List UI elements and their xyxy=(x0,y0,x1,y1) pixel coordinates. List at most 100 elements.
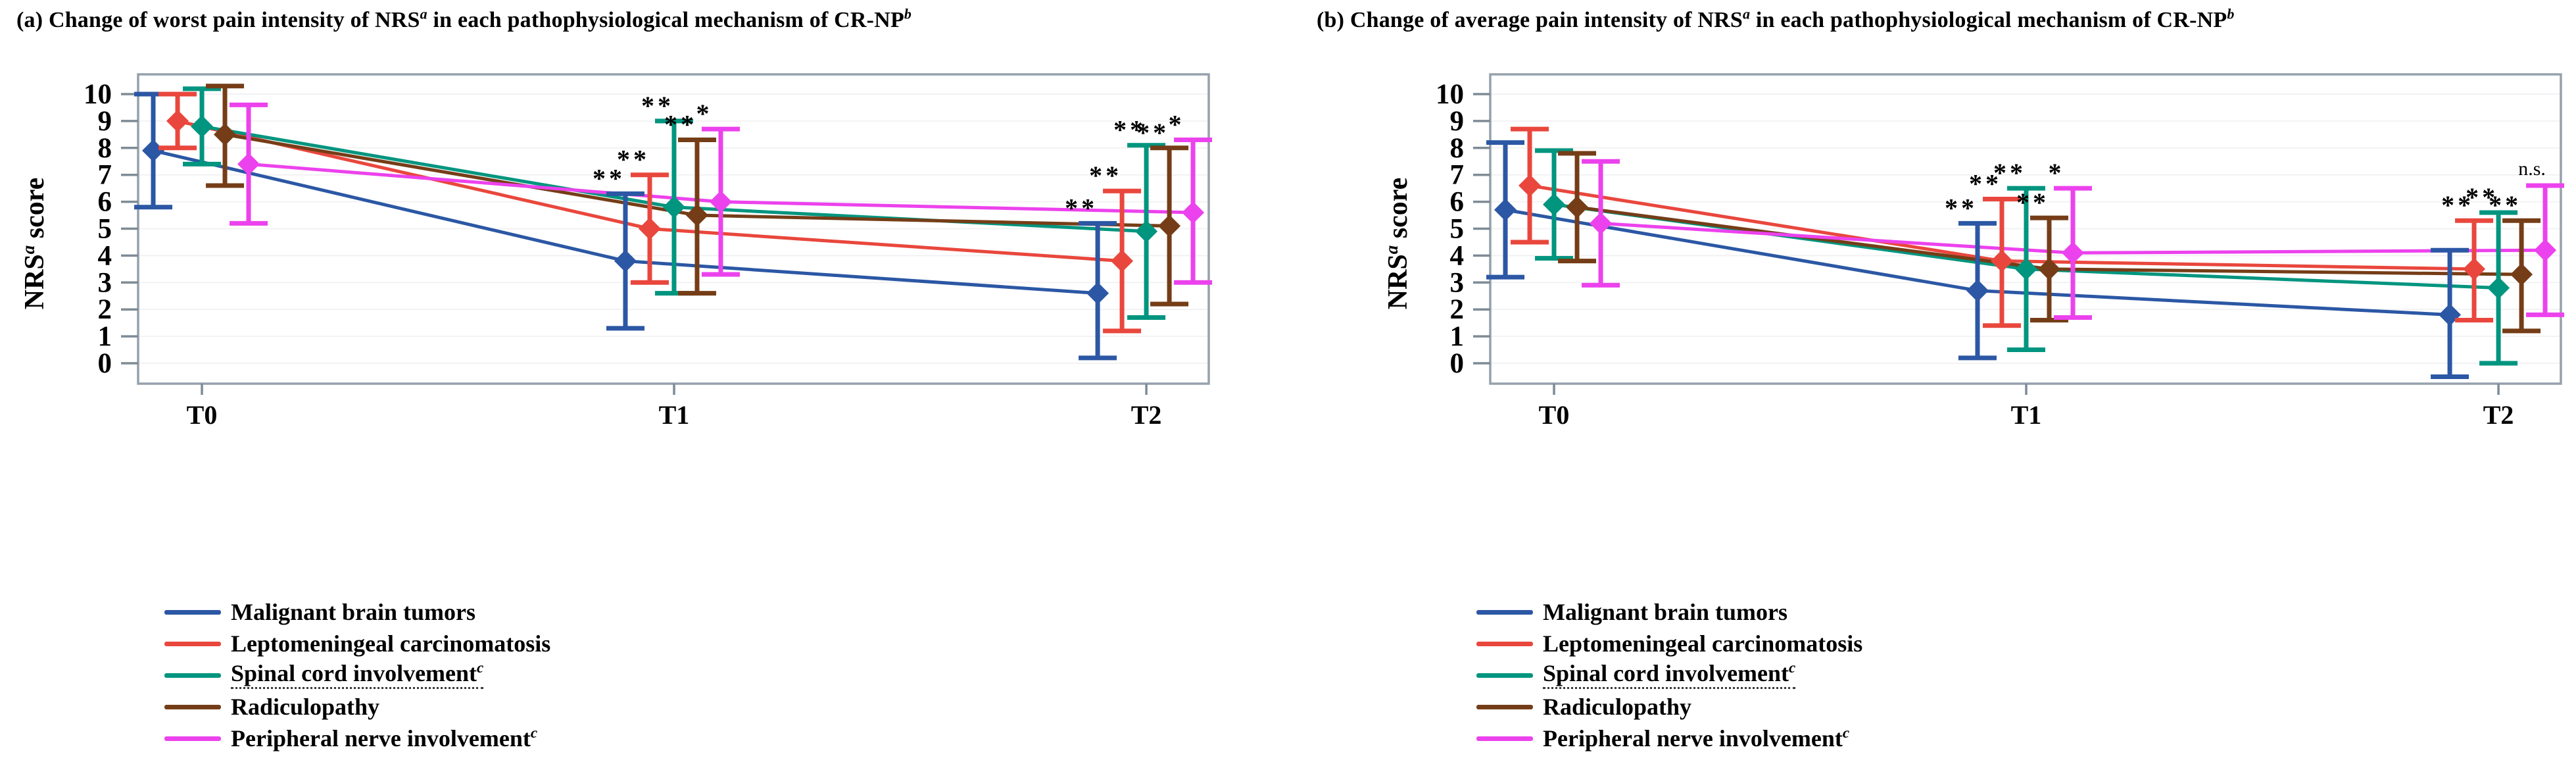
panel-b-title-sup-a: a xyxy=(1743,5,1751,22)
legend-item-label: Peripheral nerve involvementc xyxy=(1543,725,1850,752)
x-tick-label: T2 xyxy=(1131,400,1162,430)
significance-label: ** xyxy=(641,91,674,120)
y-tick-label: 6 xyxy=(98,187,112,218)
y-tick-label: 8 xyxy=(98,133,112,164)
y-tick-label: 1 xyxy=(1450,321,1465,352)
panel-b-title: (b) Change of average pain intensity of … xyxy=(1317,5,2235,33)
y-tick-label: 7 xyxy=(1450,160,1465,191)
legend-item-label: Leptomeningeal carcinomatosis xyxy=(1543,630,1863,657)
significance-label: ** xyxy=(1089,161,1122,190)
data-point-marker xyxy=(2510,263,2533,286)
data-point-marker xyxy=(1086,282,1109,305)
y-tick-label: 0 xyxy=(98,348,112,379)
significance-label: * xyxy=(2048,158,2064,188)
legend-item: Malignant brain tumors xyxy=(1476,596,1862,628)
data-point-marker xyxy=(1566,195,1589,218)
significance-label: ** xyxy=(1993,158,2026,188)
y-axis-title: NRSa score xyxy=(1382,178,1413,310)
legend-color-line xyxy=(1476,641,1533,646)
legend-item-label: Leptomeningeal carcinomatosis xyxy=(231,630,551,657)
data-point-marker xyxy=(2014,257,2037,280)
y-tick-label: 9 xyxy=(1450,106,1465,137)
legend-item-label: Peripheral nerve involvementc xyxy=(231,725,538,752)
legend-item-label: Malignant brain tumors xyxy=(231,599,476,625)
x-tick-label: T0 xyxy=(187,400,218,430)
legend-item: Leptomeningeal carcinomatosis xyxy=(1476,628,1862,659)
legend-item: Spinal cord involvementc xyxy=(1476,659,1862,691)
significance-label: ** xyxy=(664,110,697,140)
legend-item: Radiculopathy xyxy=(1476,691,1862,723)
legend-item: Leptomeningeal carcinomatosis xyxy=(164,628,550,659)
significance-label: ** xyxy=(593,163,625,193)
significance-label: ** xyxy=(1113,115,1146,145)
data-point-marker xyxy=(1158,215,1181,238)
legend-item-label: Radiculopathy xyxy=(1543,694,1692,720)
significance-label: ** xyxy=(1136,118,1169,147)
y-tick-label: 3 xyxy=(98,267,112,298)
y-tick-label: 9 xyxy=(98,106,112,137)
data-point-marker xyxy=(2439,303,2462,326)
y-tick-label: 2 xyxy=(98,294,112,325)
legend-color-line xyxy=(164,673,221,678)
significance-label: ** xyxy=(2441,190,2474,220)
y-tick-label: 4 xyxy=(1450,240,1465,271)
significance-label: * xyxy=(1169,110,1185,140)
legend-item: Peripheral nerve involvementc xyxy=(164,723,550,754)
data-point-marker xyxy=(1135,220,1158,243)
data-point-marker xyxy=(1543,193,1566,216)
y-tick-label: 6 xyxy=(1450,187,1465,218)
y-tick-label: 2 xyxy=(1450,294,1465,325)
legend-panel-a: Malignant brain tumors Leptomeningeal car… xyxy=(164,596,550,754)
legend-color-line xyxy=(164,641,221,646)
significance-label: ** xyxy=(1969,169,2002,199)
data-point-marker xyxy=(2487,276,2510,299)
data-point-marker xyxy=(1990,249,2013,272)
data-point-marker xyxy=(214,123,237,146)
panel-a-title: (a) Change of worst pain intensity of NR… xyxy=(16,5,911,33)
data-point-marker xyxy=(1182,201,1205,224)
y-tick-label: 10 xyxy=(84,79,112,110)
y-axis-title: NRSa score xyxy=(18,178,50,310)
panel-a-title-mid: in each pathophysiological mechanism of … xyxy=(427,8,904,32)
data-point-marker xyxy=(1519,174,1542,197)
panel-b-title-text: (b) Change of average pain intensity of … xyxy=(1317,8,1743,32)
legend-color-line xyxy=(1476,736,1533,741)
legend-item-label: Spinal cord involvementc xyxy=(231,660,484,689)
legend-item: Spinal cord involvementc xyxy=(164,659,550,691)
data-point-marker xyxy=(685,204,708,227)
y-tick-label: 10 xyxy=(1436,79,1464,110)
data-point-marker xyxy=(142,139,165,162)
panel-b-title-sup-b: b xyxy=(2227,5,2235,22)
data-point-marker xyxy=(1590,212,1613,235)
legend-panel-b: Malignant brain tumors Leptomeningeal car… xyxy=(1476,596,1862,754)
significance-label: ** xyxy=(2489,190,2521,220)
y-tick-label: 8 xyxy=(1450,133,1465,164)
legend-color-line xyxy=(1476,609,1533,615)
significance-label: ** xyxy=(2016,188,2049,217)
legend-color-line xyxy=(1476,673,1533,678)
data-point-marker xyxy=(638,217,661,240)
data-point-marker xyxy=(1111,249,1134,272)
x-tick-label: T2 xyxy=(2483,400,2514,430)
panel-a-title-sup-a: a xyxy=(420,5,427,22)
panel-b-title-mid: in each pathophysiological mechanism of … xyxy=(1750,8,2227,32)
data-point-marker xyxy=(166,109,189,132)
data-point-marker xyxy=(2463,257,2486,280)
y-tick-label: 4 xyxy=(98,240,112,271)
x-tick-label: T0 xyxy=(1539,400,1570,430)
data-point-marker xyxy=(614,249,637,272)
legend-color-line xyxy=(164,704,221,709)
data-point-marker xyxy=(1494,198,1517,221)
significance-label: ** xyxy=(617,145,650,174)
data-point-marker xyxy=(2061,242,2084,265)
legend-color-line xyxy=(1476,704,1533,709)
legend-item: Radiculopathy xyxy=(164,691,550,723)
y-tick-label: 3 xyxy=(1450,267,1465,298)
significance-label: n.s. xyxy=(2518,158,2546,180)
data-point-marker xyxy=(2534,239,2557,262)
legend-item-label: Spinal cord involvementc xyxy=(1543,660,1796,689)
data-point-marker xyxy=(1966,279,1989,302)
panel-a-title-text: (a) Change of worst pain intensity of NR… xyxy=(16,8,420,32)
